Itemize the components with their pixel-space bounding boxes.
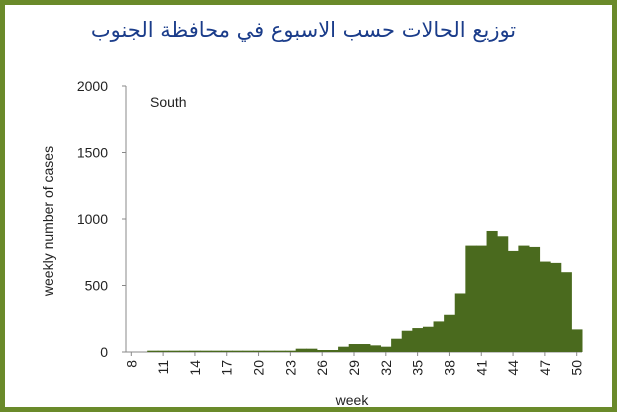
bar-week-25: [306, 348, 318, 352]
bar-week-21: [263, 350, 275, 352]
bar-week-43: [497, 236, 509, 352]
bar-week-14: [189, 350, 201, 352]
bar-week-30: [359, 344, 371, 352]
x-tick-label: 44: [505, 360, 521, 376]
bar-week-24: [295, 348, 307, 352]
bar-week-10: [147, 350, 159, 352]
bars: [147, 230, 583, 352]
bar-week-48: [550, 262, 562, 352]
bar-week-50: [571, 329, 583, 352]
bar-week-15: [200, 350, 212, 352]
x-tick-label: 20: [251, 360, 267, 376]
bar-week-22: [274, 350, 286, 352]
bar-week-20: [253, 350, 265, 352]
bar-week-40: [465, 245, 477, 352]
bar-week-37: [433, 321, 445, 352]
x-tick-label: 17: [219, 360, 235, 376]
x-tick-labels: 8 11 14 17 20 23 26 29 32 35 38 41 44 47 50: [123, 360, 584, 376]
bar-week-16: [210, 350, 222, 352]
bar-week-35: [412, 328, 424, 352]
bar-week-18: [232, 350, 244, 352]
x-tick-label: 14: [187, 360, 203, 376]
x-tick-label: 41: [473, 360, 489, 376]
bar-week-31: [369, 345, 382, 352]
x-tick-label: 29: [346, 360, 362, 376]
bar-week-29: [348, 344, 360, 352]
x-tick-label: 26: [314, 360, 330, 376]
bar-week-26: [316, 350, 328, 352]
x-tick-label: 35: [410, 360, 426, 376]
y-tick-label: 1500: [77, 145, 108, 161]
bar-week-38: [444, 314, 456, 352]
y-tick-label: 0: [100, 344, 108, 360]
y-tick-labels: 0 500 1000 1500 2000: [77, 78, 108, 360]
chart-title: توزيع الحالات حسب الاسبوع في محافظة الجن…: [90, 18, 517, 42]
bar-week-28: [338, 346, 350, 352]
bar-week-12: [168, 350, 180, 352]
bar-week-46: [528, 246, 541, 352]
x-tick-label: 11: [155, 360, 171, 375]
bar-week-41: [475, 245, 488, 352]
x-axis-title: week: [335, 392, 370, 408]
x-tick-label: 23: [282, 360, 298, 376]
y-tick-label: 2000: [77, 78, 108, 94]
x-tick-label: 32: [378, 360, 394, 376]
bar-week-42: [486, 230, 498, 352]
bar-week-23: [285, 350, 297, 352]
bar-week-39: [454, 293, 466, 352]
bar-week-34: [401, 330, 413, 352]
bar-week-36: [422, 326, 435, 352]
y-tick-label: 500: [85, 278, 109, 294]
bar-week-27: [327, 350, 339, 352]
bar-week-45: [518, 245, 530, 352]
x-tick-label: 38: [441, 360, 457, 376]
x-tick-label: 50: [569, 360, 585, 376]
bar-week-17: [221, 350, 233, 352]
bar-week-19: [242, 350, 254, 352]
bar-week-33: [391, 338, 403, 352]
x-tick-label: 47: [537, 360, 553, 376]
y-tick-label: 1000: [77, 211, 108, 227]
bar-week-49: [560, 272, 572, 352]
x-tick-label: 8: [123, 360, 139, 368]
bar-week-44: [507, 250, 519, 352]
bar-week-11: [157, 350, 169, 352]
bar-week-47: [539, 261, 551, 352]
y-axis-title: weekly number of cases: [40, 146, 56, 297]
bar-week-13: [179, 350, 191, 352]
bar-week-32: [380, 346, 392, 352]
series-annotation: South: [150, 94, 187, 110]
